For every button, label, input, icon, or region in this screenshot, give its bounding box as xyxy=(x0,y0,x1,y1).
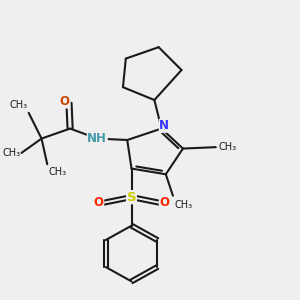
Text: CH₃: CH₃ xyxy=(219,142,237,152)
Text: CH₃: CH₃ xyxy=(2,148,20,158)
Text: CH₃: CH₃ xyxy=(174,200,193,210)
Text: CH₃: CH₃ xyxy=(9,100,27,110)
Text: O: O xyxy=(60,95,70,108)
Text: N: N xyxy=(159,119,170,132)
Text: O: O xyxy=(159,196,170,209)
Text: S: S xyxy=(127,190,136,204)
Text: CH₃: CH₃ xyxy=(49,167,67,177)
Text: O: O xyxy=(94,196,104,209)
Text: NH: NH xyxy=(87,132,107,145)
